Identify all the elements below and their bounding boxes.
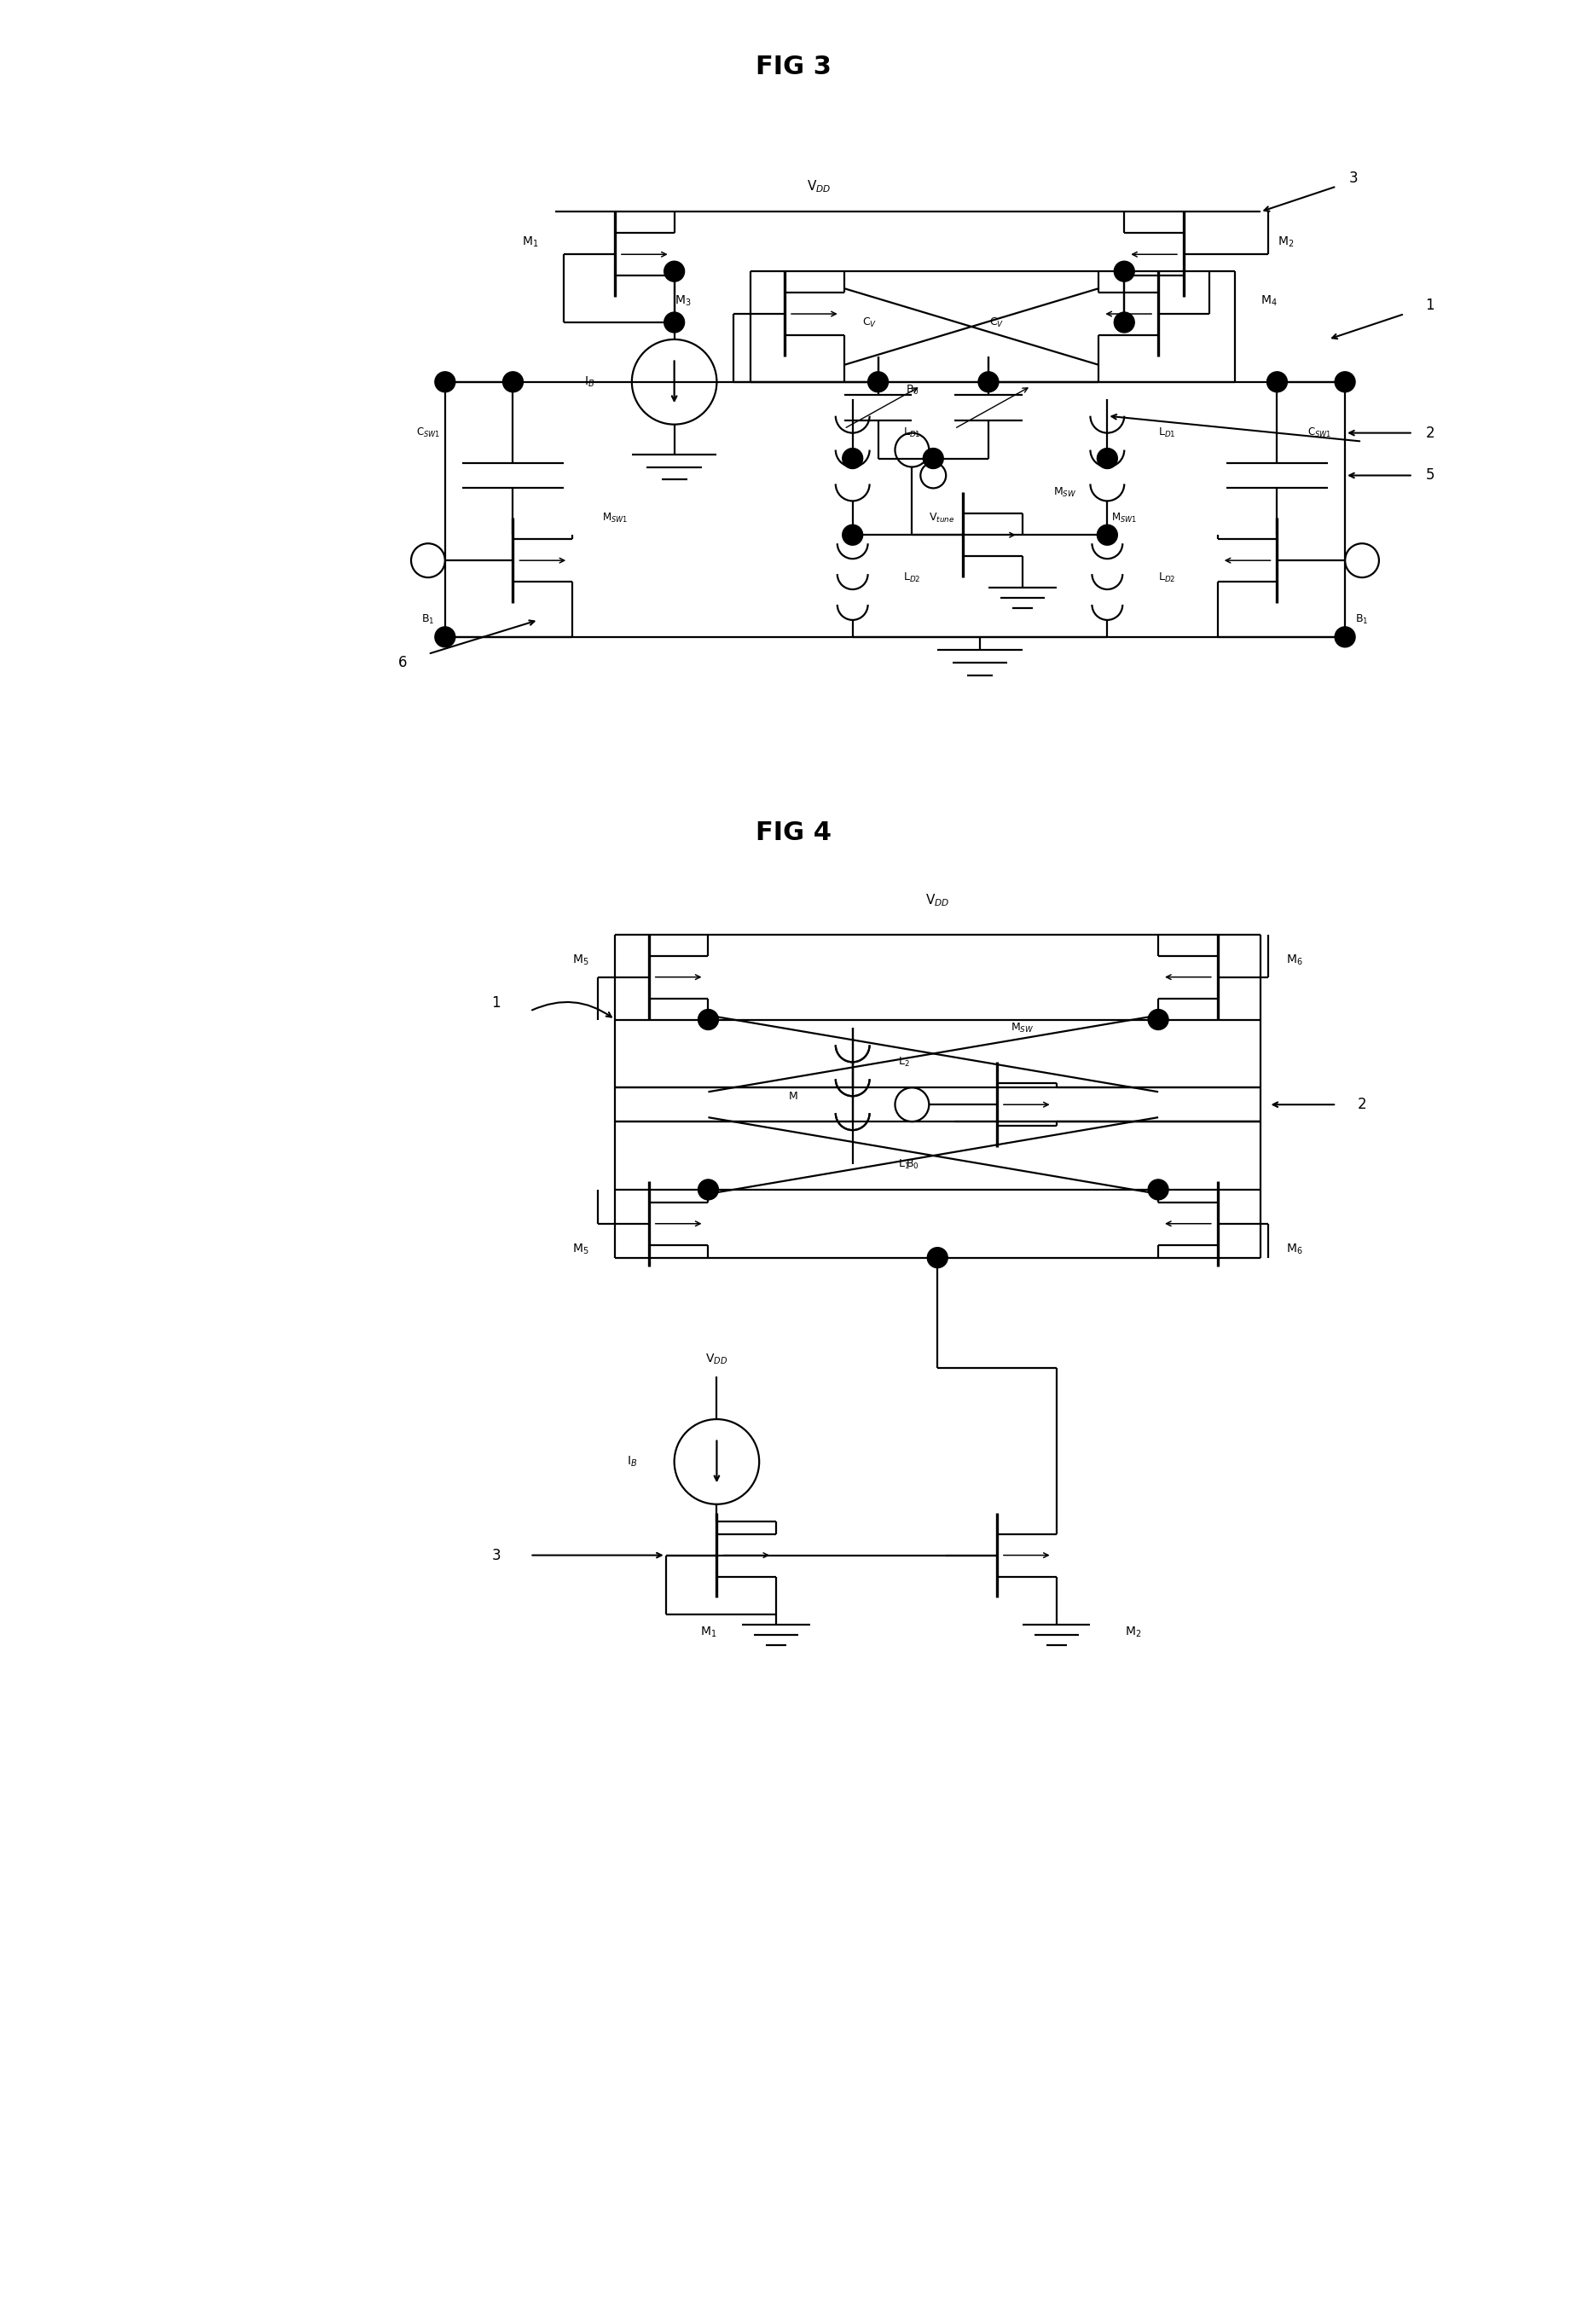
Text: B$_1$: B$_1$ <box>421 614 435 627</box>
Circle shape <box>1148 1178 1169 1199</box>
Text: V$_{tune}$: V$_{tune}$ <box>929 511 954 525</box>
Text: L$_{D2}$: L$_{D2}$ <box>904 572 921 583</box>
Text: I$_B$: I$_B$ <box>584 374 594 388</box>
Text: M$_6$: M$_6$ <box>1286 1241 1302 1257</box>
Circle shape <box>1097 449 1118 469</box>
Circle shape <box>1148 1009 1169 1030</box>
Text: B$_0$: B$_0$ <box>905 1157 919 1171</box>
Text: L$_1$: L$_1$ <box>897 1157 910 1171</box>
Text: 1: 1 <box>1426 297 1434 314</box>
Circle shape <box>842 449 862 469</box>
Text: 3: 3 <box>1348 170 1358 186</box>
Text: L$_{D1}$: L$_{D1}$ <box>904 428 921 439</box>
Circle shape <box>664 311 684 332</box>
Text: M$_{SW}$: M$_{SW}$ <box>1010 1023 1034 1034</box>
Text: M$_2$: M$_2$ <box>1124 1624 1142 1638</box>
Circle shape <box>927 1248 948 1269</box>
Text: 2: 2 <box>1358 1097 1367 1113</box>
Circle shape <box>1115 311 1134 332</box>
Text: B$_0$: B$_0$ <box>905 383 919 397</box>
Text: FIG 4: FIG 4 <box>756 820 831 846</box>
Circle shape <box>1097 525 1118 546</box>
Text: C$_{SW1}$: C$_{SW1}$ <box>1307 428 1332 439</box>
Text: M$_1$: M$_1$ <box>522 235 538 249</box>
Text: M$_{SW1}$: M$_{SW1}$ <box>1112 511 1137 525</box>
Text: M$_5$: M$_5$ <box>573 1241 589 1257</box>
Circle shape <box>923 449 943 469</box>
Text: M$_4$: M$_4$ <box>1261 295 1277 309</box>
Text: FIG 3: FIG 3 <box>756 56 831 79</box>
Text: M$_{SW1}$: M$_{SW1}$ <box>602 511 627 525</box>
Text: 5: 5 <box>1426 467 1434 483</box>
Text: 2: 2 <box>1426 425 1434 442</box>
Text: I$_B$: I$_B$ <box>627 1455 637 1469</box>
Text: M$_2$: M$_2$ <box>1277 235 1294 249</box>
Circle shape <box>435 372 456 393</box>
Circle shape <box>1336 372 1355 393</box>
Circle shape <box>503 372 522 393</box>
Text: C$_V$: C$_V$ <box>862 316 877 328</box>
Text: C$_V$: C$_V$ <box>989 316 1004 328</box>
Text: M$_1$: M$_1$ <box>700 1624 716 1638</box>
Circle shape <box>435 627 456 646</box>
Text: L$_{D1}$: L$_{D1}$ <box>1158 428 1175 439</box>
Circle shape <box>699 1009 718 1030</box>
Text: M$_6$: M$_6$ <box>1286 953 1302 967</box>
Text: B$_1$: B$_1$ <box>1356 614 1369 627</box>
Text: 3: 3 <box>491 1548 500 1564</box>
Text: M$_5$: M$_5$ <box>573 953 589 967</box>
Text: M$_{SW}$: M$_{SW}$ <box>1053 486 1077 500</box>
Text: C$_{SW1}$: C$_{SW1}$ <box>416 428 440 439</box>
Text: M$_3$: M$_3$ <box>675 295 691 309</box>
Circle shape <box>1115 260 1134 281</box>
Text: 6: 6 <box>399 655 407 669</box>
Text: V$_{DD}$: V$_{DD}$ <box>926 892 950 909</box>
Circle shape <box>869 372 888 393</box>
Text: L$_{D2}$: L$_{D2}$ <box>1158 572 1175 583</box>
Circle shape <box>1267 372 1288 393</box>
Circle shape <box>842 525 862 546</box>
Circle shape <box>699 1178 718 1199</box>
Text: V$_{DD}$: V$_{DD}$ <box>807 179 831 195</box>
Circle shape <box>664 260 684 281</box>
Text: L$_2$: L$_2$ <box>897 1055 910 1069</box>
Text: 1: 1 <box>491 995 500 1011</box>
Text: V$_{DD}$: V$_{DD}$ <box>705 1353 727 1367</box>
Circle shape <box>978 372 999 393</box>
Text: M: M <box>789 1090 797 1102</box>
Circle shape <box>1336 627 1355 646</box>
